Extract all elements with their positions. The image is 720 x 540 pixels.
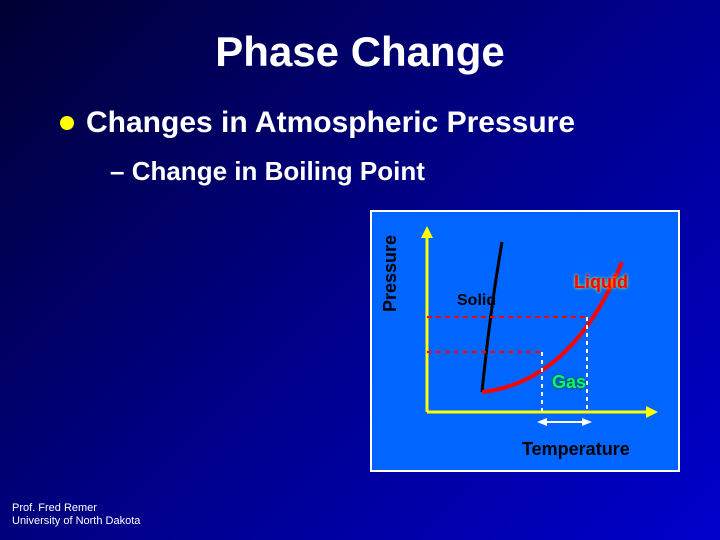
gas-region-label: Gas [552, 372, 586, 393]
bullet-row: Changes in Atmospheric Pressure [60, 106, 670, 140]
bullet-text: Changes in Atmospheric Pressure [86, 106, 575, 140]
temp-shift-arrow-right-icon [582, 418, 592, 426]
x-axis-arrow-icon [646, 406, 658, 418]
footer-institution: University of North Dakota [12, 515, 140, 528]
solid-region-label: Solid [457, 292, 496, 310]
x-axis-label: Temperature [522, 439, 630, 460]
y-axis-label: Pressure [380, 235, 401, 312]
temp-shift-arrow-left-icon [537, 418, 547, 426]
sub-bullet-prefix: – [110, 156, 132, 186]
sub-bullet-text: Change in Boiling Point [132, 156, 425, 186]
footer-author: Prof. Fred Remer [12, 502, 140, 515]
bullet-dot-icon [60, 116, 74, 130]
phase-diagram-chart: Pressure Temperature Liquid Solid Gas [370, 210, 680, 472]
footer: Prof. Fred Remer University of North Dak… [12, 502, 140, 528]
phase-diagram-svg [372, 212, 682, 474]
slide-title: Phase Change [0, 0, 720, 76]
y-axis-arrow-icon [421, 226, 433, 238]
sub-bullet-row: – Change in Boiling Point [60, 140, 670, 187]
liquid-region-label: Liquid [574, 272, 628, 293]
content-area: Changes in Atmospheric Pressure – Change… [0, 76, 720, 187]
